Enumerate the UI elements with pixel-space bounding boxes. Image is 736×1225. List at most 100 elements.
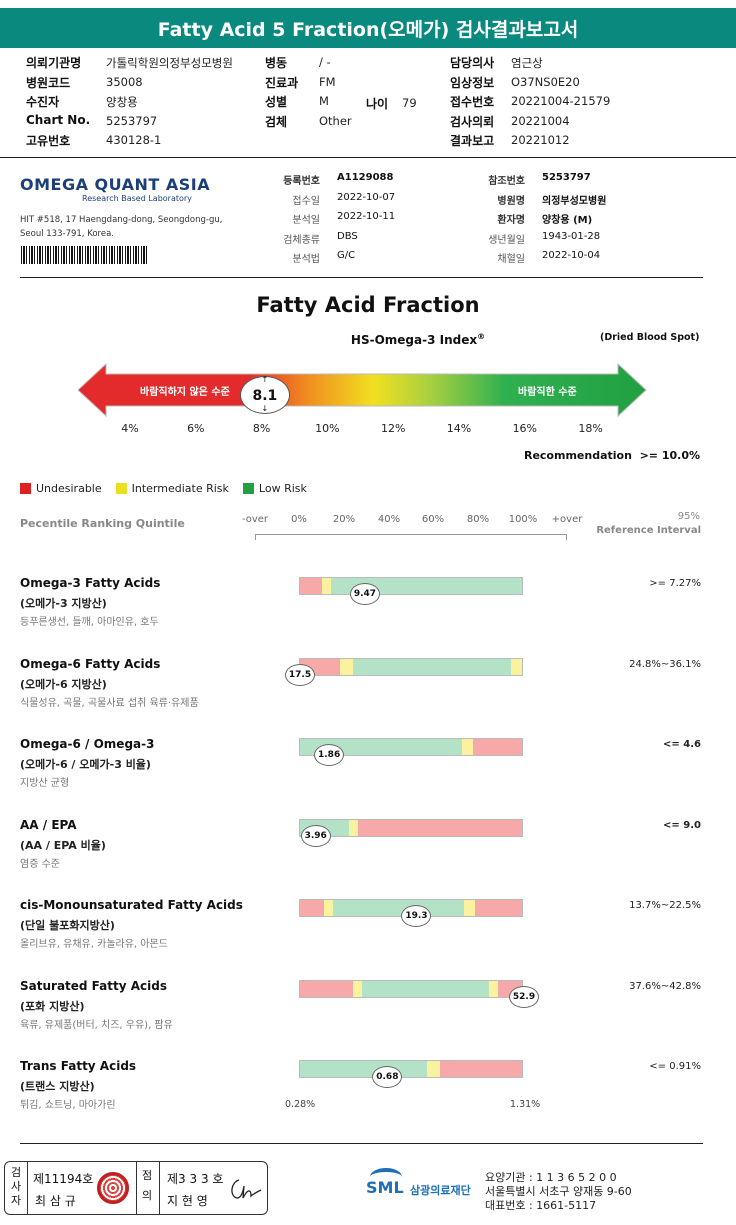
result-bar-5 — [299, 979, 523, 998]
lab-address-1: HIT #518, 17 Haengdang-dong, Seongdong-g… — [20, 215, 223, 225]
ranking-axis — [255, 534, 567, 540]
ranking-tick-7: +over — [551, 514, 583, 525]
col2-label-0: 병동 — [265, 56, 288, 70]
legend-item-2: Low Risk — [242, 480, 307, 496]
legend: Undesirable Intermediate Risk Low Risk — [20, 480, 321, 496]
result-bar-1-seg-1 — [339, 658, 354, 675]
result-bar-4-seg-2 — [333, 900, 465, 916]
reg-left-label-0: 등록번호 — [283, 176, 320, 187]
box1-divider — [27, 1162, 28, 1214]
result-bar-5-seg-4 — [497, 980, 522, 997]
reg-right-value-4: 2022-10-04 — [542, 250, 601, 261]
tester-name: 최 삼 규 — [35, 1194, 76, 1208]
lab-address-2: Seoul 133-791, Korea. — [20, 229, 114, 239]
legend-label-0: Undesirable — [36, 481, 102, 495]
header-divider — [0, 157, 736, 158]
result-bar-3-seg-2 — [357, 819, 522, 836]
result-bar-4-seg-1 — [324, 900, 334, 916]
result-desc-6: 튀김, 쇼트닝, 마아가린 — [20, 1100, 116, 1111]
result-sub-6: (트랜스 지방산) — [20, 1080, 95, 1093]
result-bar-2-seg-0 — [300, 739, 463, 755]
desirable-zone-label: 바람직한 수준 — [518, 387, 577, 398]
col2-value-3: Other — [319, 113, 352, 128]
header-info: 의뢰기관명 가톨릭학원의정부성모병원 병원코드 35008 수진자 양창용 Chart No… — [0, 54, 736, 154]
result-bar-6-seg-1 — [426, 1061, 440, 1077]
result-bar-2-seg-1 — [462, 739, 474, 755]
col1-label-4: 고유번호 — [26, 134, 71, 148]
ranking-tick-3: 40% — [377, 514, 401, 525]
result-value-5: 52.9 — [509, 985, 539, 1008]
result-sub-4: (단일 불포화지방산) — [20, 919, 115, 932]
age-label: 나이 — [366, 97, 389, 111]
recommendation: Recommendation >= 10.0% — [523, 449, 700, 462]
index-subtitle: HS-Omega-3 Index® — [0, 332, 736, 347]
legend-swatch-1 — [115, 482, 127, 494]
result-bar-1-seg-2 — [353, 658, 511, 675]
result-ref-0: >= 7.27% — [649, 578, 701, 589]
ranking-tick-0: -over — [241, 514, 269, 525]
result-value-1: 17.5 — [285, 663, 315, 686]
lab-tagline: Research Based Laboratory — [82, 194, 192, 203]
index-tick-5: 14% — [446, 422, 472, 435]
result-sub-5: (포화 지방산) — [20, 999, 85, 1013]
index-tick-2: 8% — [252, 422, 271, 435]
result-bar-3-seg-1 — [348, 819, 358, 836]
result-bar-6-seg-0 — [300, 1061, 427, 1077]
legend-label-2: Low Risk — [258, 481, 307, 495]
org-line-2: 서울특별시 서초구 양재동 9-60 — [485, 1185, 632, 1198]
result-bar-5-seg-0 — [300, 980, 354, 997]
physician-name: 지 현 영 — [167, 1194, 208, 1208]
lab-name: OMEGA QUANT ASIA — [20, 175, 211, 194]
result-bar-0-seg-1 — [322, 578, 332, 594]
result-sub-2: (오메가-6 / 오메가-3 비율) — [20, 758, 151, 771]
result-name-1: Omega-6 Fatty Acids — [20, 656, 161, 671]
col2-label-1: 진료과 — [265, 75, 299, 90]
index-note: (Dried Blood Spot) — [600, 332, 700, 343]
footer-divider — [20, 1143, 703, 1144]
col3-value-1: O37NS0E20 — [511, 74, 580, 89]
col2-label-2: 성별 — [265, 95, 288, 109]
result-bar-6 — [299, 1060, 523, 1078]
reg-right-label-0: 참조번호 — [488, 176, 525, 187]
reg-right-value-2: 양창용 (M) — [542, 215, 593, 226]
result-bar-0-seg-0 — [300, 578, 323, 594]
result-sub-1: (오메가-6 지방산) — [20, 677, 107, 691]
reg-right-value-3: 1943-01-28 — [542, 230, 601, 242]
result-ref-3: <= 9.0 — [663, 819, 701, 831]
col1-label-2: 수진자 — [26, 95, 60, 109]
result-name-4: cis-Monounsaturated Fatty Acids — [20, 898, 243, 912]
ranking-tick-4: 60% — [421, 514, 445, 525]
result-bar-4-seg-3 — [464, 900, 476, 916]
result-value-4: 19.3 — [401, 905, 432, 927]
result-ref-6: <= 0.91% — [649, 1061, 701, 1072]
col1-value-2: 양창용 — [106, 95, 138, 109]
barcode — [21, 246, 149, 264]
col1-label-1: 병원코드 — [26, 75, 71, 90]
col3-value-0: 염근상 — [511, 56, 543, 70]
physician-number: 제3 3 3 호 — [167, 1172, 224, 1186]
legend-swatch-0 — [20, 482, 31, 494]
tester-number: 제11194호 — [33, 1172, 94, 1186]
result-bar-1-seg-0 — [300, 658, 340, 675]
result-bar-1-seg-3 — [510, 658, 522, 675]
result-bar-3-seg-0 — [300, 819, 349, 836]
reg-left-label-1: 접수일 — [292, 195, 320, 207]
result-ref-2: <= 4.6 — [663, 739, 701, 750]
omega3-index-arrow — [78, 362, 647, 418]
col2-value-0: / - — [319, 55, 331, 69]
legend-item-0: Undesirable — [20, 480, 102, 496]
index-tick-6: 16% — [512, 422, 538, 435]
tester-seal — [97, 1172, 129, 1204]
reg-right-value-1: 의정부성모병원 — [542, 195, 607, 207]
age-value: 79 — [402, 96, 417, 110]
result-name-5: Saturated Fatty Acids — [20, 978, 167, 993]
result-bar-2 — [299, 738, 523, 756]
reg-left-label-2: 분석일 — [292, 215, 320, 226]
ranking-tick-1: 0% — [291, 514, 307, 525]
result-name-6: Trans Fatty Acids — [20, 1059, 137, 1073]
col3-label-4: 결과보고 — [450, 134, 495, 148]
result-value-0: 9.47 — [349, 583, 380, 605]
col3-label-2: 접수번호 — [450, 95, 495, 109]
tester-heading: 검사자 — [10, 1166, 22, 1207]
reg-left-value-0: A1129088 — [337, 172, 394, 183]
